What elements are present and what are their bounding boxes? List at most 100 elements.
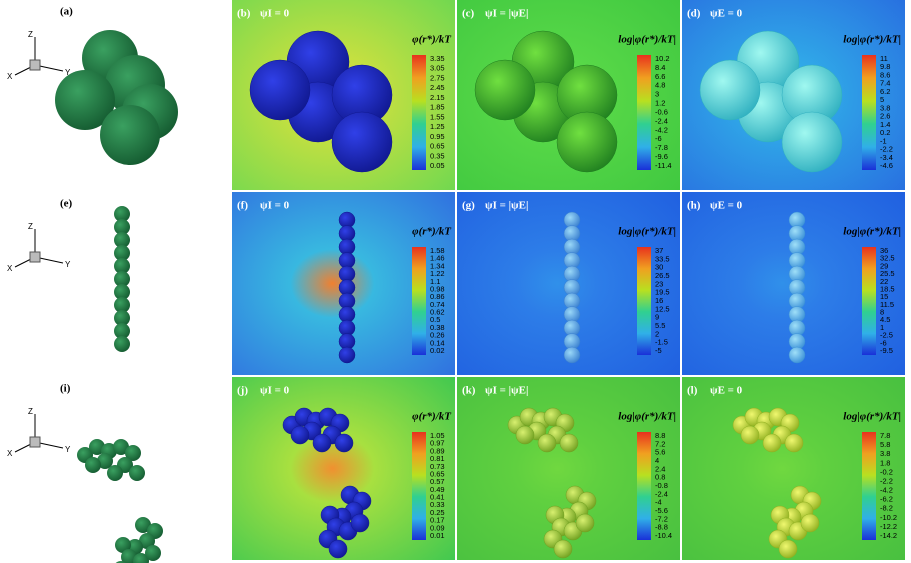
colorbar-tick: 0.17	[430, 516, 445, 525]
colorbar	[412, 55, 426, 170]
colorbar-tick: 0.2	[880, 128, 890, 137]
colorbar-tick: 0.74	[430, 300, 445, 309]
colorbar-label: φ(r*)/kT	[412, 226, 452, 238]
colorbar-tick: 0.38	[430, 323, 445, 332]
colorbar-tick: 2.6	[880, 112, 890, 121]
sphere	[800, 513, 820, 533]
colorbar-tick: 0.57	[430, 477, 445, 486]
colorbar-tick: 1.05	[430, 431, 445, 440]
colorbar-tick: 30	[655, 263, 663, 272]
colorbar-tick: 7.4	[880, 79, 890, 88]
colorbar-tick: 29	[880, 261, 888, 270]
sphere	[537, 433, 557, 453]
colorbar-tick: 0.73	[430, 462, 445, 471]
panel-label: (a)	[60, 6, 73, 18]
sphere	[334, 433, 354, 453]
colorbar-tick: -2.4	[655, 116, 668, 125]
sphere	[114, 232, 130, 248]
colorbar-tick: -14.2	[880, 531, 897, 540]
sphere	[556, 111, 618, 173]
colorbar-tick: 1.58	[430, 246, 445, 255]
colorbar-label: φ(r*)/kT	[412, 34, 452, 46]
panel: (h) ψE = 0 log|φ(r*)/kT| 3632.52925.52218.5…	[682, 192, 905, 375]
colorbar-tick: 0.25	[430, 508, 445, 517]
colorbar-tick: 11	[880, 54, 888, 63]
colorbar-tick: 0.81	[430, 454, 445, 463]
colorbar-tick: 4.8	[655, 81, 665, 90]
colorbar-tick: 0.33	[430, 500, 445, 509]
colorbar-tick: -0.8	[655, 481, 668, 490]
colorbar-tick: 3	[655, 90, 659, 99]
colorbar-tick: 0.89	[430, 446, 445, 455]
axis-label-y: Y	[65, 68, 71, 77]
sphere	[114, 258, 130, 274]
sphere	[114, 206, 130, 222]
colorbar-tick: 23	[655, 279, 663, 288]
colorbar	[862, 55, 876, 170]
axis-label-z: Z	[28, 222, 33, 231]
panel-title: ψI = |ψE|	[485, 200, 528, 212]
panel-label: (h)	[687, 200, 701, 212]
sphere	[100, 105, 160, 165]
panel-label: (b)	[237, 8, 251, 20]
colorbar-tick: 8.6	[880, 70, 890, 79]
colorbar-tick: -12.2	[880, 522, 897, 531]
axis-cube	[29, 436, 41, 448]
panel: (f) ψI = 0 φ(r*)/kT 1.581.461.341.221.10.98…	[232, 192, 455, 375]
sphere	[290, 425, 310, 445]
colorbar	[412, 432, 426, 540]
sphere	[350, 513, 370, 533]
sphere	[125, 445, 141, 461]
panel: (j) ψI = 0 φ(r*)/kT 1.050.970.890.810.730.6…	[232, 377, 455, 560]
axis-label-y: Y	[65, 445, 71, 454]
colorbar-tick: -11.4	[655, 161, 672, 170]
colorbar-tick: 0.98	[430, 284, 445, 293]
sphere	[553, 539, 573, 559]
sphere	[563, 346, 581, 364]
colorbar-tick: -8.2	[880, 504, 893, 513]
colorbar-tick: -8.8	[655, 523, 668, 532]
left-panel: Z X Y (e)	[7, 198, 130, 352]
colorbar-tick: -10.2	[880, 513, 897, 522]
colorbar-tick: -7.2	[655, 514, 668, 523]
sphere	[699, 59, 761, 121]
axis-label-x: X	[7, 72, 13, 81]
panel: (g) ψI = |ψE|log|φ(r*)/kT|3733.53026.5231…	[457, 192, 680, 375]
colorbar-label: log|φ(r*)/kT|	[618, 226, 676, 238]
colorbar-tick: 0.02	[430, 346, 445, 355]
colorbar-tick: 8	[880, 308, 884, 317]
colorbar-tick: -9.5	[880, 346, 893, 355]
panel-title: ψE = 0	[710, 385, 743, 397]
colorbar-tick: 12.5	[655, 304, 670, 313]
colorbar-tick: 0.65	[430, 469, 445, 478]
panel-title: ψI = |ψE|	[485, 8, 528, 20]
sphere	[55, 70, 115, 130]
colorbar-tick: 2.4	[655, 464, 665, 473]
colorbar-tick: -6	[655, 134, 662, 143]
panel-label: (c)	[462, 8, 475, 20]
colorbar-tick: 0.09	[430, 523, 445, 532]
colorbar	[637, 55, 651, 170]
colorbar-tick: 3.8	[880, 449, 890, 458]
colorbar-tick: 0.01	[430, 531, 445, 540]
panel-label: (g)	[462, 200, 475, 212]
colorbar-tick: 2.75	[430, 73, 445, 82]
panel: (l) ψE = 0 log|φ(r*)/kT| 7.85.83.81.8-0.2-2…	[682, 377, 905, 560]
sphere	[559, 433, 579, 453]
colorbar-tick: 5.5	[655, 321, 665, 330]
sphere	[784, 433, 804, 453]
axis-label-z: Z	[28, 407, 33, 416]
colorbar-label: log|φ(r*)/kT|	[618, 34, 676, 46]
colorbar-tick: 1.22	[430, 269, 445, 278]
colorbar-tick: -4.6	[880, 161, 893, 170]
colorbar	[862, 247, 876, 355]
sphere	[85, 457, 101, 473]
colorbar-tick: 1.55	[430, 112, 445, 121]
panel-title: ψI = |ψE|	[485, 385, 528, 397]
axis-label-x: X	[7, 264, 13, 273]
colorbar-tick: 8.8	[655, 431, 665, 440]
colorbar-tick: 0.5	[430, 315, 440, 324]
sphere	[114, 271, 130, 287]
